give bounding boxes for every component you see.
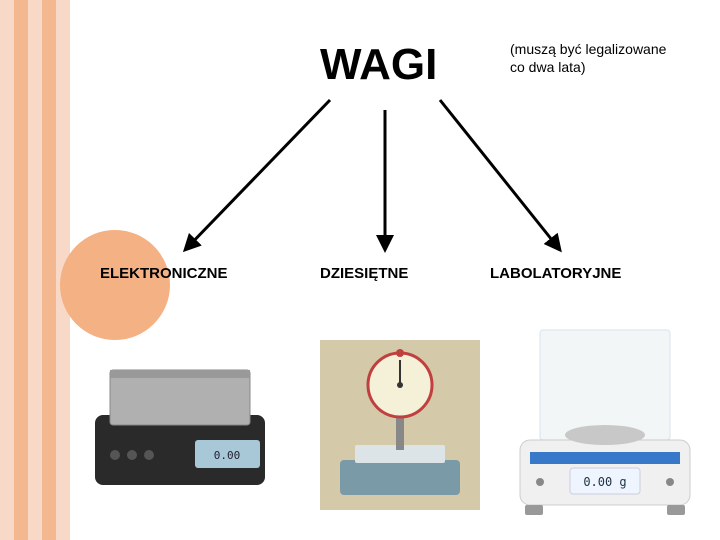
decimal-scale-image [320,340,480,510]
svg-text:0.00: 0.00 [214,449,241,462]
label-electronic: ELEKTRONICZNE [100,265,228,282]
label-laboratory: LABOLATORYJNE [490,265,621,282]
label-decimal: DZIESIĘTNE [320,265,408,282]
laboratory-scale-image: 0.00 g [510,320,700,520]
svg-text:0.00 g: 0.00 g [583,475,626,489]
electronic-scale-image: 0.00 [80,360,280,490]
